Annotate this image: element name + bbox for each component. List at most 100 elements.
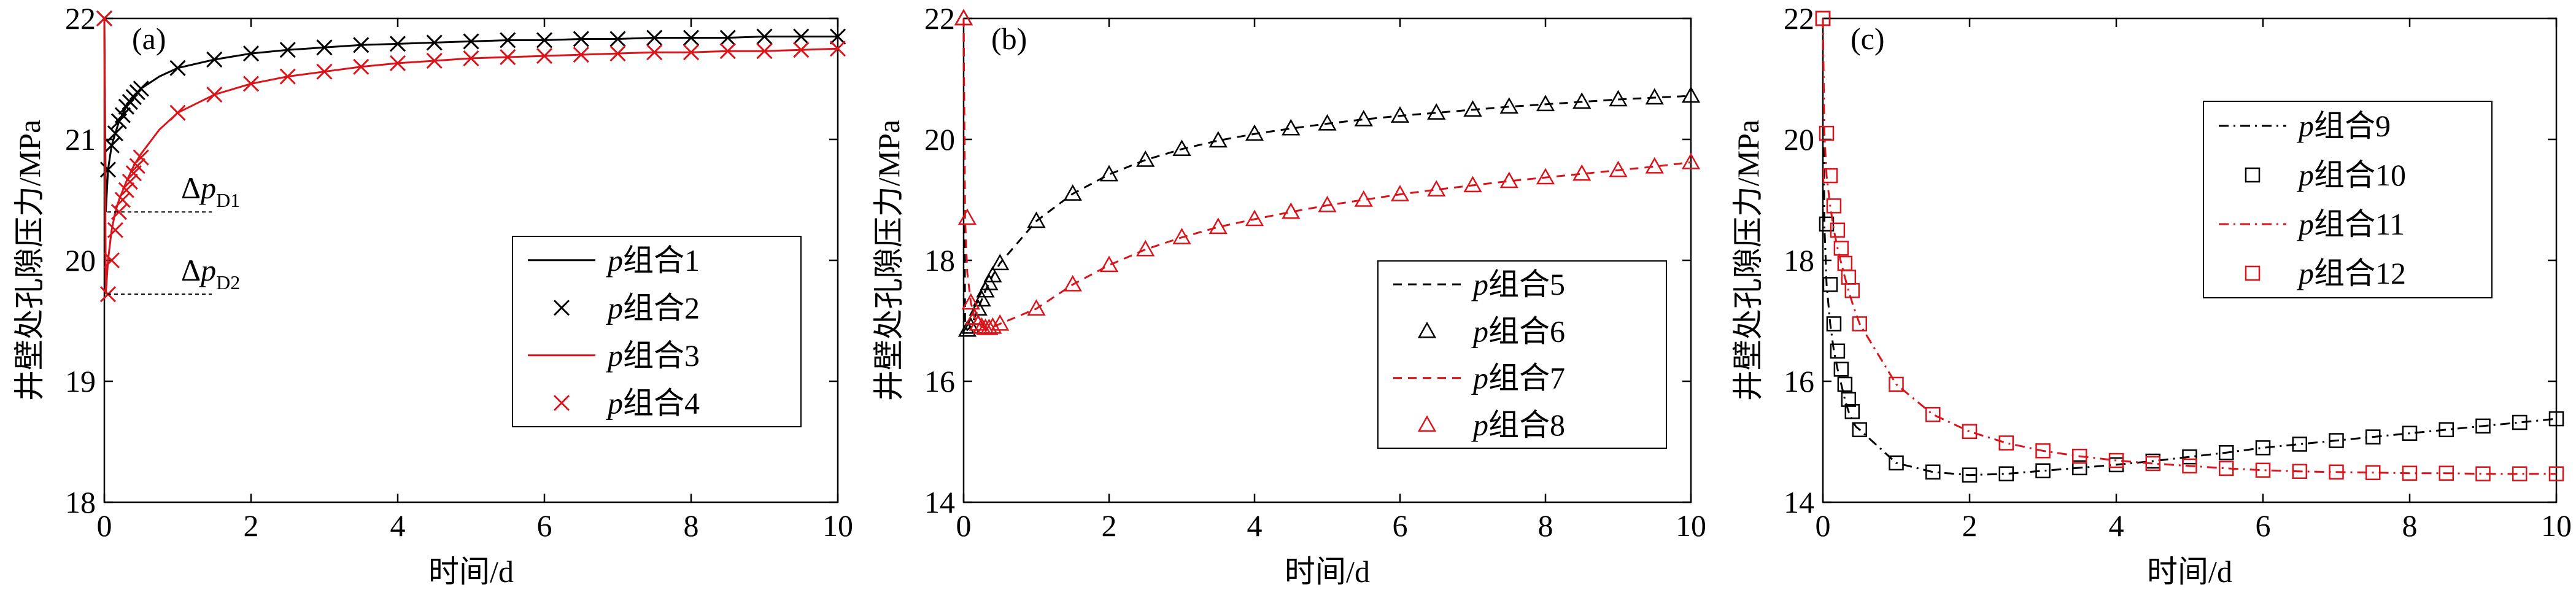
data-point [2219, 445, 2234, 460]
y-tick-label: 18 [1784, 243, 1814, 278]
data-point [1390, 185, 1410, 201]
legend-entry: p组合7 [1393, 361, 1565, 395]
data-point [1572, 164, 1592, 181]
data-point [1063, 274, 1082, 292]
data-point [1499, 97, 1518, 114]
y-axis-label: 井壁处孔隙压力/MPa [12, 120, 47, 401]
data-point [1841, 392, 1857, 407]
x-tick-label: 8 [1538, 508, 1553, 543]
data-point [1354, 109, 1373, 126]
data-point [1681, 86, 1701, 103]
y-tick-label: 19 [65, 364, 96, 398]
data-point [1463, 176, 1482, 193]
y-tick-label: 20 [924, 122, 955, 157]
data-point [2548, 411, 2564, 427]
data-point [1645, 157, 1664, 174]
data-point [2329, 464, 2344, 480]
data-point [683, 29, 700, 46]
data-point [829, 28, 846, 45]
data-point [2035, 443, 2051, 459]
data-point [1282, 202, 1301, 219]
legend-entry: p组合10 [2245, 158, 2406, 192]
data-point [2365, 465, 2381, 480]
legend-swatch [553, 300, 570, 316]
data-point [2439, 465, 2454, 481]
data-point [756, 28, 773, 45]
data-point [122, 173, 138, 190]
data-point [279, 42, 296, 58]
legend-entry: p组合3 [528, 338, 700, 373]
data-point [242, 45, 260, 62]
series-line [1822, 18, 2557, 476]
data-point [1463, 100, 1482, 117]
data-point [1536, 95, 1555, 112]
y-tick-label: 21 [65, 122, 96, 157]
annotation-D2: ΔpD2 [107, 253, 240, 295]
data-point [2475, 418, 2491, 434]
y-tick-label: 22 [1784, 1, 1814, 36]
data-point [1833, 362, 1849, 377]
data-point [961, 317, 980, 334]
annotation-text: ΔpD2 [181, 253, 240, 293]
legend-label: p组合11 [2297, 207, 2405, 241]
data-point [2365, 429, 2381, 445]
data-point [426, 34, 443, 51]
annotation-text: ΔpD1 [181, 171, 240, 211]
series-p组合12 [1815, 10, 2564, 481]
data-point [957, 208, 977, 225]
data-point [1390, 106, 1410, 123]
data-point [169, 104, 186, 121]
legend: p组合1 p组合2 p组合3 p组合4 [512, 236, 802, 427]
data-point [1499, 171, 1518, 188]
data-point [1245, 209, 1264, 227]
data-point [169, 60, 186, 76]
data-point [793, 28, 810, 45]
data-point [991, 314, 1010, 331]
chart-panel-3: 0 2 4 6 8 101416182022时间/d井壁处孔隙压力/MPa(c)p组合9p… [1731, 1, 2572, 589]
data-point [99, 161, 117, 178]
data-point [2292, 437, 2307, 452]
data-point [1427, 103, 1446, 120]
legend: p组合5 p组合6 p组合7 p组合8 [1377, 260, 1667, 449]
data-point [1536, 168, 1555, 185]
data-point [1830, 343, 1846, 359]
data-point [683, 44, 700, 61]
data-point [1822, 168, 1838, 184]
y-tick-label: 22 [924, 1, 955, 36]
legend-entry: p组合1 [528, 243, 700, 278]
legend-label: p组合9 [2297, 109, 2391, 143]
data-point [609, 31, 626, 47]
data-point [1844, 283, 1860, 298]
y-tick-label: 14 [924, 485, 955, 519]
data-point [1609, 160, 1628, 177]
legend-label: p组合6 [1471, 314, 1565, 348]
data-point [463, 33, 479, 50]
data-point [500, 49, 516, 66]
panel-label: (c) [1851, 21, 1885, 56]
chart-panel-1: 0 2 4 6 8 10 18 19 20 21 22 时间/d 井壁处孔隙压力/MPa (a) ΔpD1 Δ… [12, 1, 853, 589]
data-point [2145, 456, 2160, 472]
data-point [983, 266, 1002, 282]
data-point [1833, 241, 1849, 256]
y-tick-label: 18 [924, 243, 955, 278]
y-axis-label: 井壁处孔隙压力/MPa [872, 120, 906, 401]
y-tick-label: 20 [65, 243, 96, 278]
data-point [316, 63, 333, 80]
x-tick-label: 10 [2541, 508, 2572, 543]
data-point [118, 182, 134, 198]
data-point [980, 273, 999, 290]
series-p组合9 [1822, 18, 2557, 476]
data-point [206, 51, 223, 68]
x-tick-label: 2 [244, 508, 259, 543]
x-tick-label: 10 [1676, 508, 1706, 543]
data-point [316, 39, 333, 56]
legend-label: p组合8 [1471, 408, 1565, 442]
legend-label: p组合1 [606, 243, 700, 278]
y-axis-label: 井壁处孔隙压力/MPa [1731, 120, 1765, 401]
data-point [1354, 190, 1373, 207]
data-point [2292, 464, 2307, 480]
legend-entry: p组合5 [1393, 267, 1565, 301]
legend-swatch [2245, 265, 2261, 281]
data-point [426, 52, 443, 69]
